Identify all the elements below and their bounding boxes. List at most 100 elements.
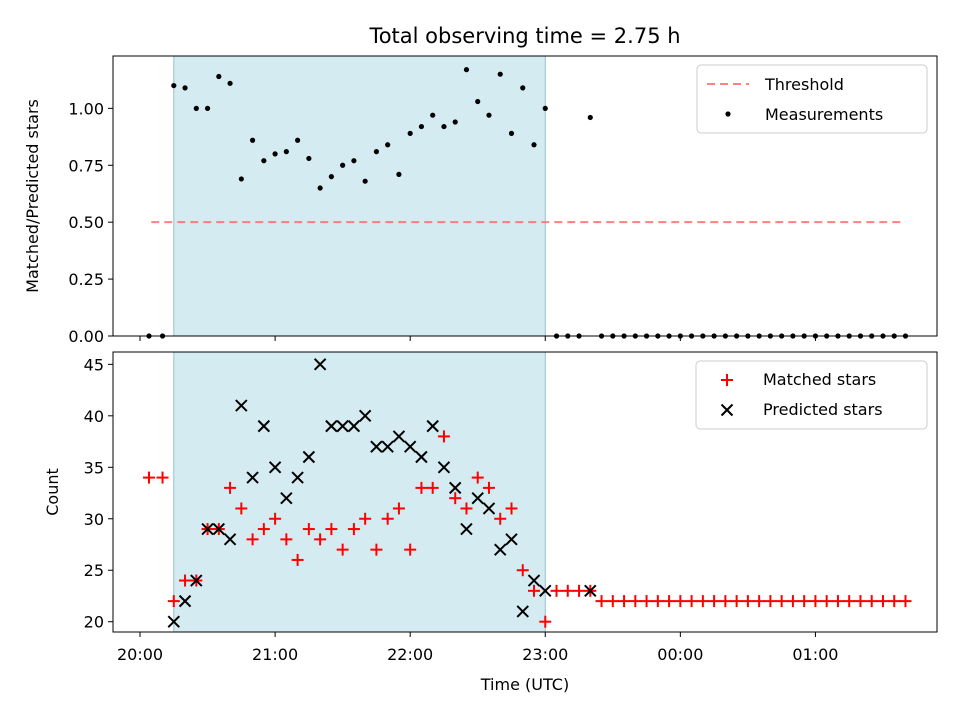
y-tick-label: 40 bbox=[84, 407, 104, 426]
cross-stroke bbox=[403, 440, 417, 453]
top-legend-box bbox=[696, 64, 928, 134]
matched-star-point bbox=[224, 481, 237, 494]
cross-stroke bbox=[313, 358, 327, 371]
top-shaded-interval bbox=[173, 55, 546, 337]
matched-star-point bbox=[143, 471, 156, 484]
y-tick-label: 0.25 bbox=[68, 270, 104, 289]
measurement-point bbox=[385, 142, 391, 148]
matched-star-point bbox=[618, 595, 631, 608]
cross-stroke bbox=[246, 471, 259, 484]
y-tick-label: 20 bbox=[84, 613, 104, 632]
cross-stroke bbox=[358, 409, 372, 423]
predicted-star-point bbox=[482, 502, 496, 515]
cross-stroke bbox=[347, 419, 361, 433]
measurement-point bbox=[340, 162, 346, 168]
predicted-star-point bbox=[381, 440, 394, 453]
matched-star-point bbox=[753, 595, 766, 608]
top-legend: Threshold Measurements bbox=[696, 64, 928, 134]
matched-star-point bbox=[437, 430, 450, 443]
matched-star-point bbox=[843, 595, 856, 608]
matched-star-point bbox=[370, 543, 383, 556]
y-tick-label: 35 bbox=[84, 458, 104, 477]
matched-star-point bbox=[888, 595, 901, 608]
matched-star-point bbox=[302, 523, 315, 536]
measurement-point bbox=[531, 142, 537, 148]
cross-stroke bbox=[223, 533, 237, 546]
measurement-point bbox=[441, 123, 447, 130]
cross-stroke bbox=[178, 594, 192, 608]
matched-star-point bbox=[257, 523, 270, 536]
matched-star-point bbox=[426, 481, 439, 494]
cross-stroke bbox=[471, 491, 484, 505]
y-tick-label: 0.00 bbox=[68, 327, 104, 346]
predicted-star-point bbox=[313, 358, 327, 371]
matched-star-point bbox=[663, 595, 676, 608]
measurement-point bbox=[542, 105, 548, 111]
matched-star-point bbox=[854, 595, 867, 608]
matched-star-point bbox=[629, 595, 642, 608]
predicted-star-point bbox=[302, 450, 316, 464]
predicted-star-point bbox=[584, 584, 597, 598]
matched-star-point bbox=[820, 595, 833, 608]
predicted-star-point bbox=[358, 409, 372, 423]
bottom-legend-box bbox=[695, 360, 928, 430]
predicted-star-point bbox=[437, 461, 451, 474]
cross-stroke bbox=[505, 533, 518, 546]
y-tick-label: 1.00 bbox=[68, 99, 104, 118]
measurement-point bbox=[306, 155, 312, 162]
x-tick-label: 20:00 bbox=[117, 645, 163, 664]
cross-stroke bbox=[527, 574, 541, 587]
bottom-axes-frame bbox=[112, 351, 938, 633]
measurement-point bbox=[452, 119, 458, 125]
predicted-star-point bbox=[167, 615, 180, 628]
cross-stroke bbox=[460, 522, 473, 536]
matched-star-point bbox=[831, 595, 844, 608]
bottom-shaded-interval bbox=[173, 351, 546, 633]
matched-star-point bbox=[696, 595, 709, 608]
matched-star-point bbox=[179, 574, 192, 587]
matched-star-point bbox=[640, 595, 653, 608]
matched-star-point bbox=[798, 595, 811, 608]
legend-predicted-swatch bbox=[720, 403, 734, 417]
measurement-point bbox=[249, 137, 256, 143]
measurement-point bbox=[216, 73, 222, 80]
matched-star-point bbox=[528, 584, 541, 597]
measurement-point bbox=[407, 130, 413, 136]
matched-star-point bbox=[719, 595, 732, 608]
predicted-star-point bbox=[280, 491, 293, 505]
matched-star-point bbox=[381, 512, 394, 525]
matched-star-point bbox=[730, 595, 743, 608]
cross-stroke bbox=[482, 502, 496, 515]
measurement-point bbox=[587, 114, 593, 121]
matched-star-point bbox=[235, 502, 248, 515]
cross-stroke bbox=[437, 461, 451, 474]
matched-star-point bbox=[392, 502, 405, 515]
predicted-star-point bbox=[516, 605, 529, 618]
y-tick-label: 30 bbox=[84, 510, 104, 529]
predicted-star-point bbox=[471, 491, 484, 505]
matched-star-point bbox=[876, 595, 889, 608]
matched-star-point bbox=[156, 471, 169, 484]
measurement-point bbox=[261, 158, 267, 164]
bottom-y-ticks: 20 25 30 35 40 45 bbox=[84, 355, 113, 632]
top-panel: 0.00 0.25 0.50 0.75 1.00 Matched/Predicted s… bbox=[23, 55, 938, 346]
bottom-star-points bbox=[143, 358, 912, 628]
predicted-star-point bbox=[201, 522, 214, 536]
matched-star-point bbox=[561, 584, 574, 597]
measurement-point bbox=[193, 105, 199, 111]
matched-star-point bbox=[809, 595, 822, 608]
bottom-y-axis-label: Count bbox=[43, 468, 62, 516]
matched-star-point bbox=[539, 615, 552, 628]
legend-matched-swatch bbox=[721, 374, 733, 386]
predicted-star-point bbox=[426, 419, 439, 433]
predicted-star-point bbox=[539, 584, 552, 598]
predicted-star-point bbox=[505, 533, 518, 546]
cross-stroke bbox=[201, 522, 214, 536]
cross-stroke bbox=[291, 471, 304, 484]
predicted-star-point bbox=[527, 574, 541, 587]
x-tick-label: 21:00 bbox=[252, 645, 298, 664]
matched-star-point bbox=[606, 595, 619, 608]
predicted-star-point bbox=[460, 522, 473, 536]
predicted-star-point bbox=[336, 419, 349, 433]
bottom-panel: 20 25 30 35 40 45 20:00 21:00 22:00 23:00 00:00 01… bbox=[43, 351, 938, 694]
